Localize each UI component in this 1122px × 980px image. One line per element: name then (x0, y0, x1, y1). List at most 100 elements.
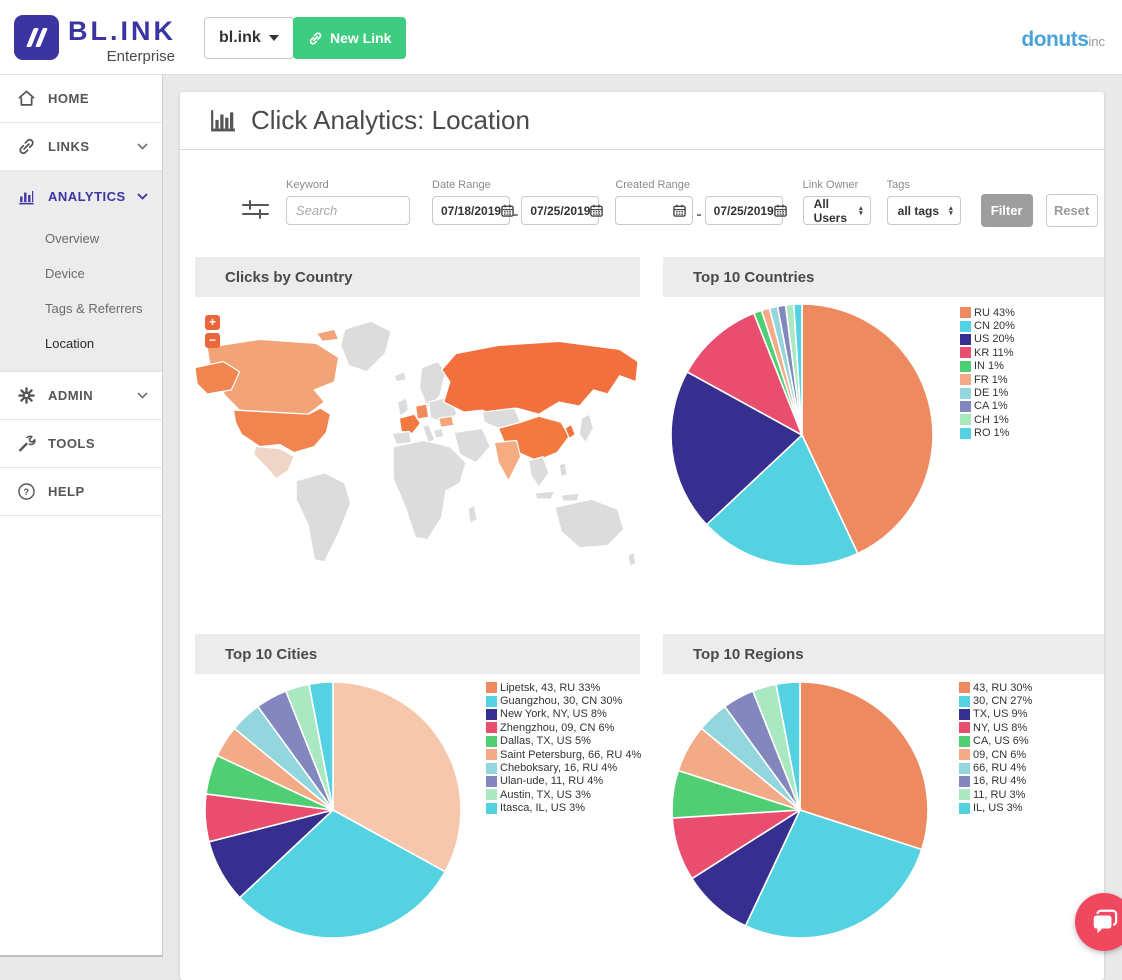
legend-item[interactable]: Lipetsk, 43, RU 33% (486, 681, 641, 694)
legend-item[interactable]: FR 1% (960, 373, 1015, 386)
legend-item[interactable]: TX, US 9% (959, 708, 1032, 721)
reset-button[interactable]: Reset (1045, 194, 1098, 227)
legend-item[interactable]: RU 43% (960, 306, 1015, 319)
blink-logo-icon[interactable] (14, 15, 59, 60)
legend-item[interactable]: Austin, TX, US 3% (486, 788, 641, 801)
sidebar-item-home[interactable]: HOME (0, 75, 162, 123)
pie-slice-countries[interactable] (801, 303, 934, 555)
map-country-germany[interactable] (414, 403, 430, 420)
sidebar-subitem-device[interactable]: Device (0, 256, 162, 291)
map-country-canada-islands[interactable] (315, 328, 340, 342)
sidebar-item-analytics[interactable]: ANALYTICS (0, 171, 162, 221)
map-country-mexico[interactable] (253, 445, 295, 480)
tags-select[interactable]: all tags ▴ ▾ (886, 196, 961, 225)
sidebar-subitem-tags-referrers[interactable]: Tags & Referrers (0, 291, 162, 326)
map-region-balkans[interactable] (433, 427, 445, 440)
pie-slice-countries[interactable] (670, 370, 804, 526)
legend-item[interactable]: NY, US 8% (959, 721, 1032, 734)
pie-slice-countries[interactable] (792, 303, 803, 436)
map-country-united-kingdom[interactable] (396, 397, 410, 417)
map-country-canada[interactable] (206, 338, 340, 415)
created-to-input[interactable]: 07/25/2019 (704, 196, 787, 225)
legend-item[interactable]: Cheboksary, 16, RU 4% (486, 761, 641, 774)
pie-slice-regions[interactable] (799, 681, 929, 851)
map-country-south-korea[interactable] (564, 423, 576, 440)
chat-widget-button[interactable] (1075, 893, 1122, 951)
map-country-new-zealand[interactable] (627, 551, 637, 567)
map-country-russia[interactable] (441, 340, 639, 419)
map-zoom-out-button[interactable]: − (205, 333, 220, 348)
pie-slice-cities[interactable] (332, 681, 462, 873)
legend-item[interactable]: Saint Petersburg, 66, RU 4% (486, 748, 641, 761)
map-country-greenland[interactable] (340, 320, 392, 373)
sidebar-subitem-overview[interactable]: Overview (0, 221, 162, 256)
sliders-icon[interactable] (242, 197, 269, 221)
legend-item[interactable]: Dallas, TX, US 5% (486, 735, 641, 748)
map-region-middle-east[interactable] (453, 427, 491, 464)
legend-label: TX, US 9% (973, 708, 1028, 721)
map-continent-africa[interactable] (392, 439, 467, 541)
date-from-input[interactable]: 07/18/2019 (432, 196, 514, 225)
map-region-iberia[interactable] (391, 430, 413, 446)
sidebar-subitem-location[interactable]: Location (0, 326, 162, 361)
legend-item[interactable]: US 20% (960, 333, 1015, 346)
map-country-indonesia[interactable] (534, 490, 556, 500)
sidebar-item-help[interactable]: ? HELP (0, 468, 162, 516)
map-country-italy[interactable] (421, 423, 436, 445)
legend-label: 66, RU 4% (973, 762, 1027, 775)
legend-item[interactable]: 11, RU 3% (959, 788, 1032, 801)
created-from-input[interactable] (615, 196, 694, 225)
legend-item[interactable]: Itasca, IL, US 3% (486, 802, 641, 815)
map-country-australia[interactable] (554, 498, 625, 549)
keyword-search-input[interactable] (286, 196, 410, 225)
legend-item[interactable]: CN 20% (960, 319, 1015, 332)
legend-item[interactable]: Guangzhou, 30, CN 30% (486, 694, 641, 707)
map-country-japan[interactable] (578, 413, 595, 444)
legend-item[interactable]: 66, RU 4% (959, 761, 1032, 774)
map-country-romania[interactable] (438, 415, 455, 428)
map-region-scandinavia[interactable] (418, 360, 447, 409)
map-country-madagascar[interactable] (467, 504, 478, 525)
legend-item[interactable]: IN 1% (960, 360, 1015, 373)
pie-slice-regions[interactable] (775, 681, 801, 811)
map-region-alaska[interactable] (195, 360, 241, 395)
legend-item[interactable]: CA, US 6% (959, 735, 1032, 748)
map-country-united-states[interactable] (232, 407, 332, 454)
sidebar-item-admin[interactable]: ADMIN (0, 372, 162, 420)
sidebar-item-tools[interactable]: TOOLS (0, 420, 162, 468)
link-owner-select[interactable]: All Users ▴ ▾ (802, 196, 871, 225)
pie-slice-regions[interactable] (744, 809, 923, 939)
map-country-indonesia-east[interactable] (560, 492, 580, 502)
map-region-southeast-asia[interactable] (528, 456, 550, 488)
sidebar-item-links[interactable]: LINKS (0, 123, 162, 171)
legend-item[interactable]: Ulan-ude, 11, RU 4% (486, 775, 641, 788)
legend-item[interactable]: CA 1% (960, 400, 1015, 413)
pie-slice-cities[interactable] (238, 809, 447, 939)
map-country-philippines[interactable] (558, 462, 568, 478)
pie-slice-countries[interactable] (705, 433, 859, 567)
map-country-india[interactable] (493, 439, 522, 482)
pie-slice-cities[interactable] (308, 681, 334, 811)
legend-item[interactable]: KR 11% (960, 346, 1015, 359)
legend-item[interactable]: 30, CN 27% (959, 694, 1032, 707)
panel-title: Top 10 Countries (663, 257, 1104, 297)
legend-item[interactable]: DE 1% (960, 386, 1015, 399)
legend-item[interactable]: IL, US 3% (959, 802, 1032, 815)
legend-item[interactable]: 43, RU 30% (959, 681, 1032, 694)
domain-selector-dropdown[interactable]: bl.ink (204, 17, 294, 59)
legend-item[interactable]: RO 1% (960, 427, 1015, 440)
map-country-iceland[interactable] (393, 371, 407, 383)
legend-item[interactable]: CH 1% (960, 413, 1015, 426)
map-zoom-in-button[interactable]: + (205, 315, 220, 330)
legend-item[interactable]: 09, CN 6% (959, 748, 1032, 761)
legend-label: Cheboksary, 16, RU 4% (500, 762, 618, 775)
date-to-input[interactable]: 07/25/2019 (521, 196, 604, 225)
new-link-button[interactable]: New Link (293, 17, 407, 59)
legend-item[interactable]: 16, RU 4% (959, 775, 1032, 788)
legend-item[interactable]: New York, NY, US 8% (486, 708, 641, 721)
map-continent-south-america[interactable] (295, 472, 352, 563)
map-country-france[interactable] (398, 413, 422, 435)
legend-item[interactable]: Zhengzhou, 09, CN 6% (486, 721, 641, 734)
filter-button[interactable]: Filter (980, 194, 1033, 227)
pie-slice-countries[interactable] (686, 312, 804, 437)
